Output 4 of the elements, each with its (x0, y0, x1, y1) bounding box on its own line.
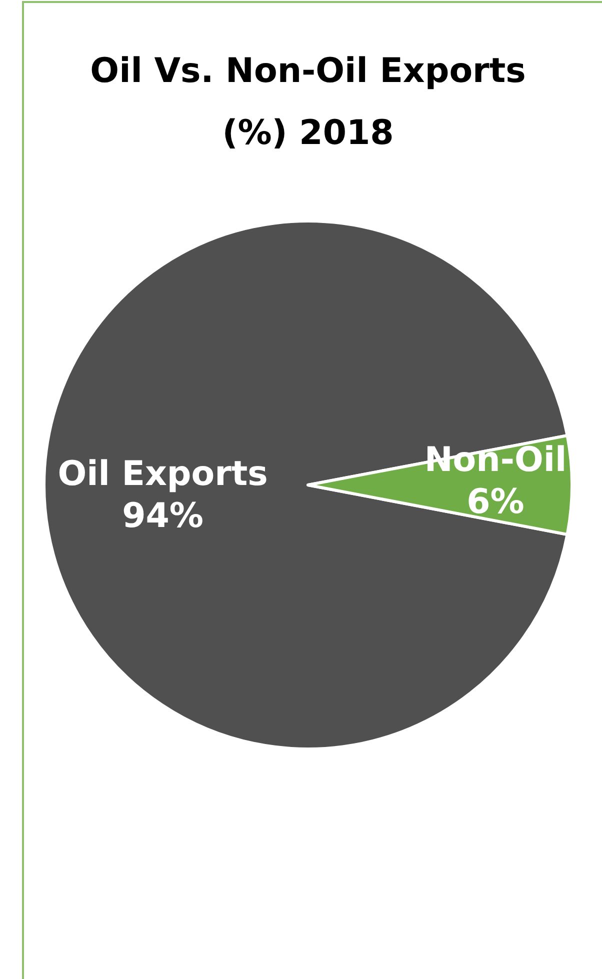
data-label: 94% (122, 496, 204, 536)
slice-label: Oil Exports (58, 454, 268, 494)
chart-title: Oil Vs. Non-Oil Exports (%) 2018 (90, 51, 526, 153)
data-label: 6% (466, 482, 524, 522)
